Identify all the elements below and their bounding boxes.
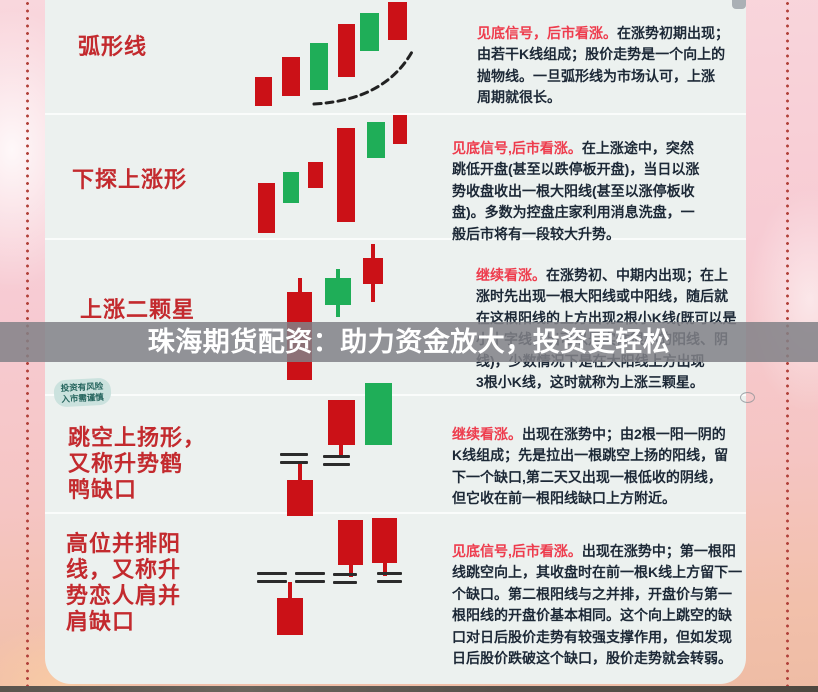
pattern-description: 见底信号,后市看涨。出现在涨势中；第一根阳 线跳空向上，其收盘时在前一根K线上方… [452, 519, 750, 670]
candle-wick [339, 445, 343, 457]
signal-lead-text: 继续看涨。 [476, 266, 546, 283]
candle-green [310, 43, 328, 90]
candle-red [308, 162, 323, 188]
row-divider [45, 512, 746, 514]
candle-red [255, 77, 272, 106]
pattern-description: 见底信号,后市看涨。在上涨途中，突然 跳低开盘(甚至以跌停板开盘)，当日以涨 势… [452, 116, 746, 245]
description-body: 在上涨途中，突然 跳低开盘(甚至以跌停板开盘)，当日以涨 势收盘收出一根大阳线(… [452, 139, 700, 242]
gap-line [323, 463, 350, 466]
candle-red [388, 2, 407, 40]
pattern-description: 继续看涨。出现在涨势中；由2根一阳一阴的 K线组成；先是拉出一根跳空上扬的阳线，… [452, 402, 748, 510]
signal-lead-text: 见底信号,后市看涨。 [452, 139, 582, 156]
candle-red [372, 518, 397, 563]
candle-red [258, 183, 275, 233]
candle-red [282, 57, 300, 96]
gap-line [257, 580, 287, 583]
signal-lead-text: 见底信号，后市看涨。 [477, 24, 617, 41]
candle-green [283, 172, 299, 203]
pattern-description: 见底信号，后市看涨。在涨势初期出现； 由若干K线组成；股价走势是一个向上的 抛物… [477, 1, 745, 109]
candle-green [325, 278, 351, 305]
gap-line [377, 580, 402, 583]
pattern-description: 继续看涨。在涨势初、中期内出现；在上 涨时先出现一根大阳线或中阳线，随后就 在这… [476, 243, 746, 394]
candle-green [365, 383, 392, 445]
gap-line [323, 455, 350, 458]
gap-line [295, 580, 325, 583]
pattern-label-side-by-side: 高位并排阳 线，又称升 势恋人肩并 肩缺口 [66, 531, 182, 634]
gap-line [280, 453, 308, 456]
candle-red [337, 128, 355, 222]
signal-lead-text: 继续看涨。 [452, 425, 522, 442]
gap-line [377, 572, 402, 575]
candle-red [363, 258, 383, 284]
candle-wick [288, 582, 292, 598]
pattern-label-dip-and-rally: 下探上涨形 [72, 167, 188, 192]
watermark-band: 珠海期货配资：助力资金放大，投资更轻松 [0, 322, 818, 362]
risk-disclaimer-badge: 投资有风险 入市需谨慎 [53, 377, 112, 408]
gap-line [280, 461, 308, 464]
description-body: 在涨势初期出现； 由若干K线组成；股价走势是一个向上的 抛物线。一旦弧形线为市场… [477, 24, 729, 106]
candle-wick [298, 464, 302, 480]
pattern-label-upward-gap: 跳空上扬形， 又称升势鹤 鸭缺口 [68, 425, 207, 502]
candle-red [287, 480, 313, 516]
candle-wick [298, 278, 302, 292]
candle-wick [371, 284, 375, 302]
candle-red [328, 400, 355, 445]
description-body: 出现在涨势中；第一根阳 线跳空向上，其收盘时在前一根K线上方留下一 个缺口。第二… [452, 542, 743, 667]
pattern-label-arc-line: 弧形线 [78, 34, 148, 59]
signal-lead-text: 见底信号,后市看涨。 [452, 542, 582, 559]
gap-line [333, 573, 357, 576]
row-divider [45, 238, 746, 240]
pattern-label-rising-two-stars: 上涨二颗星 [80, 297, 196, 322]
candle-red [338, 24, 355, 77]
bottom-edge-strip [0, 686, 818, 692]
gap-line [257, 572, 287, 575]
candle-wick [383, 563, 387, 576]
row-divider [45, 394, 746, 396]
watermark-stamp-icon [732, 0, 746, 9]
candle-red [338, 520, 363, 565]
watermark-stamp-icon [740, 392, 755, 403]
candle-green [360, 13, 379, 51]
candle-wick [349, 565, 353, 577]
candle-wick [371, 244, 375, 258]
candle-wick [336, 269, 340, 278]
candle-green [367, 122, 385, 158]
description-body: 出现在涨势中；由2根一阳一阴的 K线组成；先是拉出一根跳空上扬的阳线，留 下一个… [452, 425, 729, 507]
row-divider [45, 113, 746, 115]
candle-red [393, 115, 407, 144]
gap-line [295, 572, 325, 575]
candle-red [277, 598, 303, 635]
gap-line [333, 581, 357, 584]
candle-wick [336, 305, 340, 317]
